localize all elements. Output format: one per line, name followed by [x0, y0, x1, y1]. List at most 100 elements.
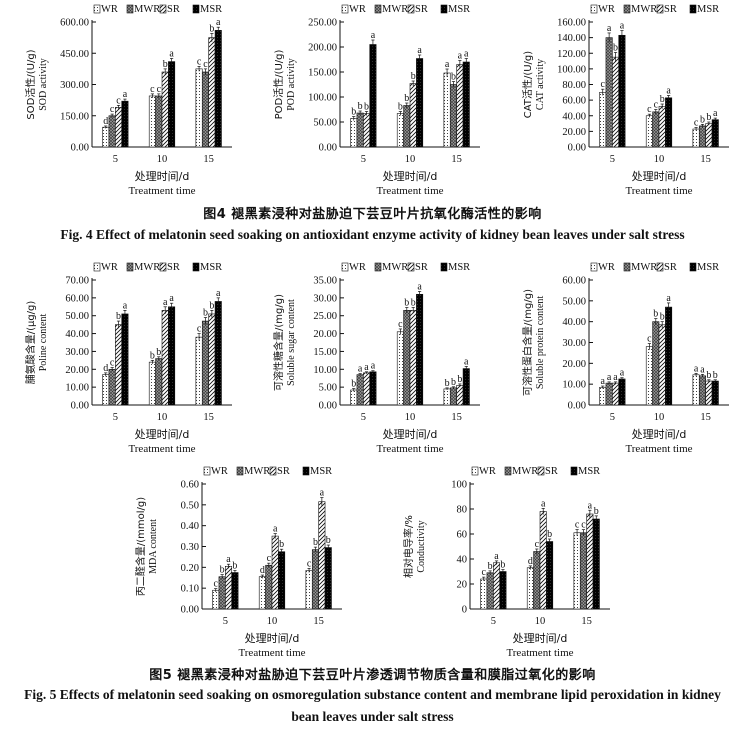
x-tick-label: 5 — [113, 412, 118, 423]
significance-letter: b — [404, 93, 409, 104]
bar-wr-15 — [443, 72, 451, 148]
x-tick-label: 15 — [451, 412, 462, 423]
significance-letter: a — [371, 30, 376, 41]
bar-mwr-5 — [605, 37, 613, 148]
significance-letter: b — [313, 537, 318, 548]
chart-conductivity: 0 20 40 60 80 100 相对电导率/% Conductivity WR MWR SR MS… — [402, 466, 610, 659]
bar-mwr-5 — [108, 368, 116, 406]
bar-mwr-10 — [652, 111, 660, 148]
bar-wr-15 — [692, 128, 700, 148]
fig4-caption-cn: 图4 褪黑素浸种对盐胁迫下芸豆叶片抗氧化酶活性的影响 — [203, 207, 542, 222]
legend-swatch-mwr — [236, 466, 244, 476]
significance-letter: a — [588, 500, 593, 511]
x-axis-label-en: Treatment time — [238, 647, 305, 659]
y-tick-label: 50.00 — [562, 296, 586, 307]
y-tick-label: 200.00 — [308, 43, 337, 54]
y-axis-label-cn: 相对电导率/% — [402, 515, 415, 578]
y-tick-label: 60 — [457, 530, 468, 541]
bar-sr-15 — [456, 385, 464, 406]
bar-wr-10 — [148, 361, 156, 406]
bar-mwr-15 — [449, 387, 457, 406]
legend-label-msr: MSR — [578, 466, 600, 477]
x-tick-label: 10 — [157, 154, 168, 165]
y-tick-label: 0.00 — [568, 143, 586, 154]
bar-msr-15 — [214, 301, 222, 406]
y-tick-label: 0.00 — [71, 401, 89, 412]
y-tick-label: 50.00 — [65, 311, 89, 322]
x-tick-label: 15 — [313, 616, 324, 627]
bar-msr-15 — [462, 368, 470, 406]
y-axis-label-cn: CAT活性/(U/g) — [521, 51, 534, 118]
y-axis-label-cn: 可溶性蛋白含量/(mg/g) — [521, 289, 534, 396]
x-tick-label: 10 — [267, 616, 278, 627]
y-axis-label-cn: 可溶性糖含量/(mg/g) — [272, 294, 285, 391]
bar-msr-10 — [416, 58, 424, 148]
y-tick-label: 40.00 — [562, 317, 586, 328]
bar-wr-5 — [350, 389, 358, 406]
significance-letter: a — [464, 49, 469, 60]
chart-cat: 0.00 20.00 40.00 60.00 80.00 100.00 120.00 140.… — [521, 4, 729, 197]
bar-wr-10 — [148, 95, 156, 148]
legend-swatch-mwr — [126, 4, 134, 14]
legend-label-msr: MSR — [310, 466, 332, 477]
significance-letter: b — [220, 565, 225, 576]
legend-label-wr: WR — [479, 466, 496, 477]
legend-swatch-mwr — [623, 4, 631, 14]
y-axis-label-cn: 脯氨酸含量/(μg/g) — [24, 301, 37, 385]
bar-mwr-10 — [652, 321, 660, 406]
x-axis-label-cn: 处理时间/d — [383, 428, 438, 441]
y-axis-label-cn: 丙二醛含量/(mmol/g) — [134, 497, 147, 596]
bar-mwr-5 — [108, 115, 116, 148]
bar-sr-10 — [271, 535, 279, 610]
bar-mwr-15 — [311, 549, 319, 610]
legend-label-wr: WR — [598, 4, 615, 15]
y-tick-label: 60.00 — [65, 293, 89, 304]
fig5-caption-en-line2: bean leaves under salt stress — [291, 709, 454, 724]
bar-sr-5 — [363, 113, 371, 148]
x-axis-label-en: Treatment time — [625, 185, 692, 197]
y-axis-label-en: Conductivity — [416, 520, 427, 572]
y-tick-label: 0.00 — [319, 401, 337, 412]
y-tick-label: 5.00 — [319, 383, 337, 394]
x-tick-label: 15 — [581, 616, 592, 627]
legend-label-msr: MSR — [448, 4, 470, 15]
significance-letter: b — [445, 378, 450, 389]
significance-letter: b — [358, 101, 363, 112]
significance-letter: b — [660, 312, 665, 323]
bar-wr-5 — [102, 374, 110, 406]
bar-mwr-15 — [201, 71, 209, 148]
significance-letter: c — [214, 579, 219, 590]
significance-letter: c — [197, 324, 202, 335]
x-tick-label: 10 — [654, 412, 665, 423]
x-axis-label-cn: 处理时间/d — [513, 632, 568, 645]
legend-label-sr: SR — [415, 262, 428, 273]
y-tick-label: 0.00 — [71, 143, 89, 154]
y-tick-label: 150.00 — [60, 111, 89, 122]
y-axis-label-en: Soluble protein content — [535, 296, 546, 390]
bar-wr-15 — [443, 388, 451, 406]
legend-swatch-sr — [407, 4, 415, 14]
significance-letter: a — [123, 300, 128, 311]
legend-swatch-mwr — [623, 262, 631, 272]
significance-letter: a — [541, 498, 546, 509]
significance-letter: a — [169, 293, 174, 304]
significance-letter: a — [700, 364, 705, 375]
bar-wr-15 — [195, 68, 203, 148]
y-tick-label: 0.60 — [181, 480, 199, 491]
y-tick-label: 30.00 — [562, 338, 586, 349]
legend-swatch-mwr — [374, 4, 382, 14]
y-tick-label: 20.00 — [562, 359, 586, 370]
significance-letter: a — [320, 488, 325, 499]
bar-mwr-15 — [201, 320, 209, 406]
significance-letter: b — [232, 560, 237, 571]
legend-swatch-mwr — [374, 262, 382, 272]
bar-sr-15 — [586, 513, 594, 610]
legend-swatch-msr — [689, 4, 697, 14]
legend-label-mwr: MWR — [244, 466, 270, 477]
legend-label-wr: WR — [101, 262, 118, 273]
legend-swatch-wr — [93, 262, 101, 272]
legend-label-mwr: MWR — [382, 262, 408, 273]
x-tick-label: 10 — [157, 412, 168, 423]
bar-wr-5 — [102, 126, 110, 148]
